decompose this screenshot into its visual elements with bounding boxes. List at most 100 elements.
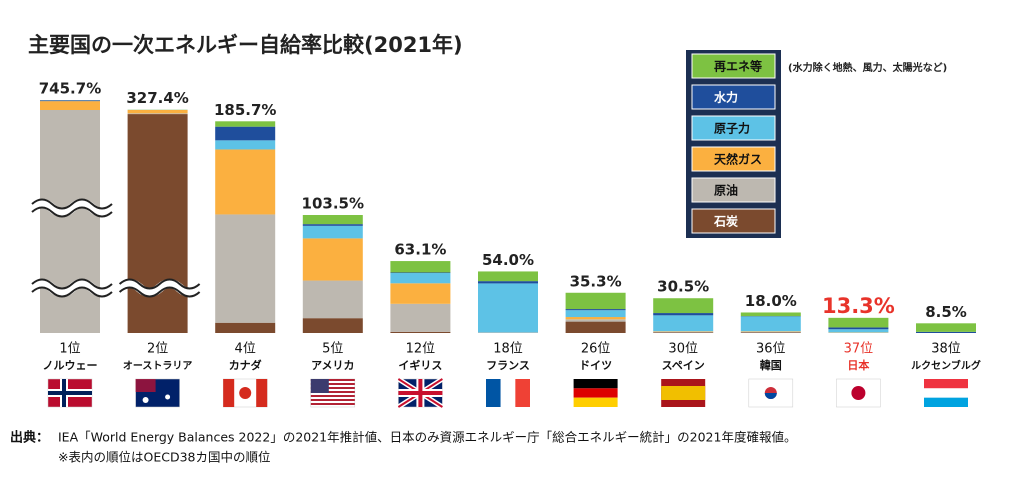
legend-label: 原油 bbox=[714, 183, 738, 198]
bar-segment bbox=[128, 110, 188, 113]
bar-segment bbox=[653, 298, 713, 313]
value-label: 327.4% bbox=[126, 89, 188, 107]
rank-label: 26位 bbox=[581, 342, 611, 357]
x-tick-label: ドイツ bbox=[579, 359, 612, 372]
rank-label: 36位 bbox=[756, 342, 786, 357]
bar-segment bbox=[566, 319, 626, 321]
x-tick-label: スペイン bbox=[662, 359, 705, 372]
flag bbox=[501, 379, 516, 407]
bar-segment bbox=[215, 121, 275, 126]
bar-segment bbox=[478, 271, 538, 281]
bar-segment bbox=[478, 283, 538, 332]
flag bbox=[851, 386, 865, 400]
bar-segment bbox=[741, 316, 801, 331]
flag bbox=[223, 379, 234, 407]
bar-segment bbox=[916, 323, 976, 332]
bar-segment bbox=[215, 127, 275, 141]
bar-segment bbox=[40, 101, 100, 110]
value-label: 63.1% bbox=[394, 241, 446, 259]
flag bbox=[486, 379, 501, 407]
flag bbox=[311, 379, 329, 393]
bar-segment bbox=[128, 114, 188, 333]
bar-segment bbox=[215, 149, 275, 214]
rank-label: 38位 bbox=[931, 342, 961, 357]
bar-segment bbox=[566, 310, 626, 317]
flag bbox=[924, 379, 968, 388]
bar-segment bbox=[303, 226, 363, 239]
bar-segment bbox=[390, 261, 450, 272]
x-tick-label: オーストラリア bbox=[123, 360, 193, 372]
bar-segment bbox=[390, 272, 450, 273]
flag bbox=[574, 388, 618, 397]
bar-segment bbox=[566, 322, 626, 333]
flag bbox=[256, 379, 267, 407]
bar-segment bbox=[390, 273, 450, 283]
flag bbox=[924, 388, 968, 397]
bar-segment bbox=[566, 293, 626, 309]
value-label: 185.7% bbox=[214, 101, 276, 119]
bar-segment bbox=[478, 332, 538, 333]
value-label: 18.0% bbox=[745, 292, 797, 310]
flag bbox=[48, 391, 92, 395]
x-tick-label: ノルウェー bbox=[43, 359, 98, 372]
flag bbox=[62, 379, 66, 407]
value-label: 103.5% bbox=[302, 195, 364, 213]
bar-segment bbox=[390, 332, 450, 333]
rank-label: 30位 bbox=[668, 342, 698, 357]
legend-label: 再エネ等 bbox=[714, 59, 762, 74]
rank-label: 5位 bbox=[322, 342, 343, 357]
bar-segment bbox=[215, 323, 275, 333]
bar-segment bbox=[828, 327, 888, 329]
bar-segment bbox=[653, 332, 713, 333]
flag bbox=[165, 395, 170, 400]
bar-segment bbox=[828, 318, 888, 328]
bar-segment bbox=[128, 113, 188, 114]
rank-label: 1位 bbox=[59, 342, 80, 357]
value-label: 35.3% bbox=[570, 272, 622, 290]
bar-segment bbox=[653, 315, 713, 331]
bar-segment bbox=[741, 332, 801, 333]
x-tick-label: 韓国 bbox=[760, 358, 782, 372]
bar-segment bbox=[40, 110, 100, 333]
bar-segment bbox=[566, 309, 626, 310]
x-tick-label: 日本 bbox=[847, 358, 869, 372]
legend-label: 原子力 bbox=[714, 121, 750, 136]
value-label: 8.5% bbox=[925, 303, 967, 321]
rank-label: 18位 bbox=[493, 342, 523, 357]
bar-segment bbox=[303, 281, 363, 319]
flag bbox=[239, 387, 251, 399]
bar-segment bbox=[303, 224, 363, 226]
bar-segment bbox=[653, 313, 713, 315]
chart-title: 主要国の一次エネルギー自給率比較(2021年) bbox=[28, 33, 463, 57]
bar-segment bbox=[653, 332, 713, 333]
bar-segment bbox=[653, 331, 713, 332]
value-label: 30.5% bbox=[657, 278, 709, 296]
bar-segment bbox=[828, 329, 888, 332]
rank-label: 37位 bbox=[844, 342, 874, 357]
bar-segment bbox=[303, 318, 363, 333]
legend-label: 天然ガス bbox=[714, 152, 762, 167]
rank-label: 2位 bbox=[147, 342, 168, 357]
value-label: 745.7% bbox=[39, 80, 101, 98]
flag bbox=[574, 398, 618, 407]
bar-segment bbox=[916, 332, 976, 333]
bar-segment bbox=[390, 283, 450, 304]
value-label: 54.0% bbox=[482, 251, 534, 269]
x-tick-label: フランス bbox=[486, 359, 530, 372]
flag bbox=[311, 399, 355, 401]
bar-segment bbox=[390, 304, 450, 332]
bar-segment bbox=[741, 331, 801, 332]
bar-segment bbox=[741, 332, 801, 333]
flag bbox=[661, 386, 705, 400]
note: ※表内の順位はOECD38カ国中の順位 bbox=[58, 450, 270, 465]
legend-note: (水力除く地熱、風力、太陽光など) bbox=[788, 61, 947, 74]
source-label: 出典： bbox=[10, 430, 49, 446]
flag bbox=[311, 395, 355, 397]
bar-segment bbox=[478, 281, 538, 283]
rank-label: 12位 bbox=[406, 342, 436, 357]
bar-segment bbox=[303, 215, 363, 224]
source: IEA「World Energy Balances 2022」の2021年推計値… bbox=[58, 430, 796, 445]
bar-segment bbox=[40, 100, 100, 101]
flag bbox=[311, 403, 355, 405]
